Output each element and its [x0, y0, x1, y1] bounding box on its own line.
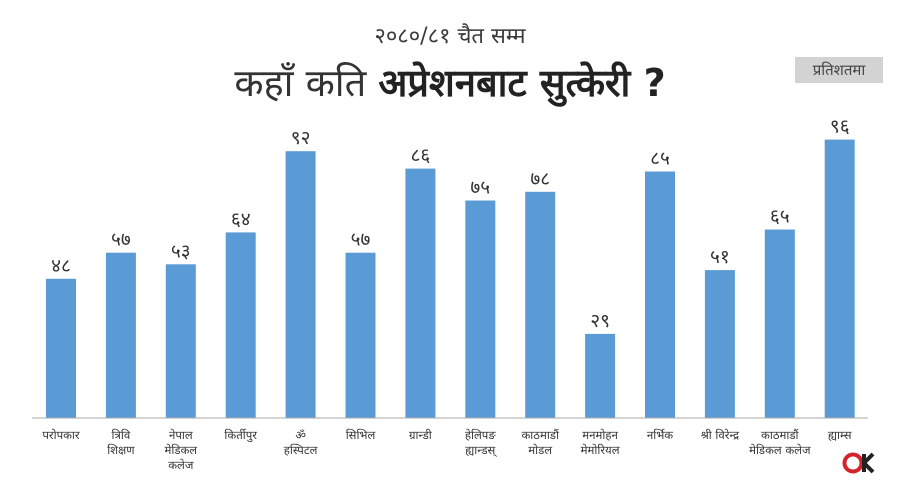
bar-3 — [225, 232, 256, 418]
value-label-3: ६४ — [231, 208, 251, 230]
value-label-0: ४८ — [51, 255, 71, 277]
bar-8 — [525, 191, 556, 418]
onlinekhabar-logo — [842, 452, 875, 474]
category-label-10: नर्भिक — [647, 428, 673, 442]
category-label-0: परोपकार — [42, 428, 80, 442]
value-label-6: ८६ — [411, 145, 431, 167]
category-label-4: ॐ हस्पिटल — [284, 428, 318, 457]
category-label-7: हेलिपङ ह्यान्डस् — [465, 428, 497, 457]
category-label-6: ग्रान्डी — [409, 428, 433, 442]
category-label-3: किर्तीपुर — [224, 428, 257, 443]
category-label-2: नेपाल मेडिकल कलेज — [164, 428, 197, 472]
bars-group — [46, 139, 855, 418]
bar-6 — [405, 168, 436, 418]
value-label-1: ५७ — [111, 229, 131, 251]
bar-13 — [824, 139, 855, 418]
category-label-11: श्री विरेन्द्र — [701, 428, 740, 442]
bar-12 — [764, 229, 795, 418]
category-label-9: मनमोहन मेमोरियल — [581, 428, 620, 457]
bar-0 — [46, 278, 76, 418]
bar-9 — [585, 333, 616, 418]
category-label-1: त्रिवि शिक्षण — [107, 428, 135, 457]
value-label-8: ७८ — [530, 168, 550, 190]
value-label-5: ५७ — [351, 229, 371, 251]
title-bold: अप्रेशनबाट सुत्केरी ? — [378, 61, 666, 105]
value-label-13: ९६ — [830, 116, 850, 138]
category-label-13: ह्याम्स — [828, 428, 852, 442]
title-light: कहाँ कति — [234, 61, 379, 105]
value-label-12: ६५ — [770, 206, 790, 228]
labels-group: ४८ परोपकार ५७ त्रिवि शिक्षण ५३ नेपाल मेडिकल कलेज… — [42, 116, 851, 472]
value-label-4: ९२ — [291, 127, 311, 149]
bar-11 — [704, 270, 735, 418]
bar-10 — [645, 171, 675, 418]
value-label-9: २९ — [590, 310, 610, 332]
bar-4 — [285, 151, 316, 418]
category-label-5: सिभिल — [346, 428, 376, 442]
category-label-12: काठमाडौं मेडिकल कलेज — [749, 428, 811, 457]
value-label-2: ५३ — [171, 240, 191, 262]
value-label-11: ५१ — [710, 246, 730, 268]
bar-7 — [465, 200, 496, 418]
value-label-7: ७५ — [470, 177, 490, 199]
bar-1 — [105, 252, 136, 418]
chart-subtitle: २०८०/८१ चैत सम्म — [374, 24, 526, 49]
bar-2 — [165, 264, 196, 418]
category-label-8: काठमाडौं मोडल — [521, 428, 559, 457]
value-label-10: ८५ — [650, 148, 670, 170]
bar-5 — [345, 252, 376, 418]
chart-title: कहाँ कति अप्रेशनबाट सुत्केरी ? — [0, 56, 900, 108]
unit-badge: प्रतिशतमा — [795, 57, 883, 83]
